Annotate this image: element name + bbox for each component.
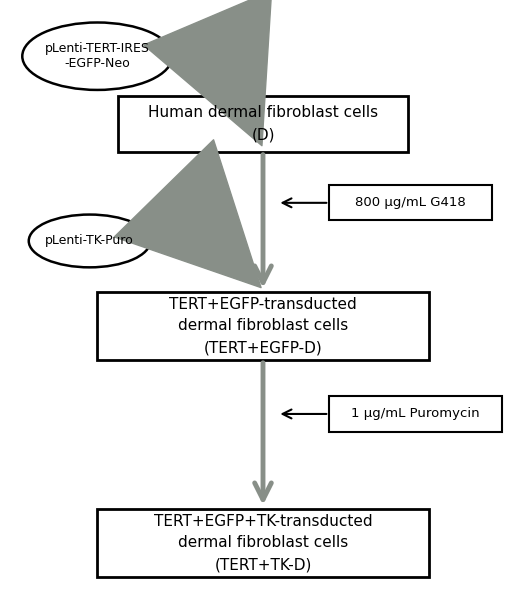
Text: Human dermal fibroblast cells: Human dermal fibroblast cells bbox=[148, 105, 378, 121]
FancyBboxPatch shape bbox=[97, 293, 429, 360]
Text: TERT+EGFP+TK-transducted: TERT+EGFP+TK-transducted bbox=[154, 514, 372, 529]
Text: (D): (D) bbox=[251, 127, 275, 142]
Text: pLenti-TK-Puro: pLenti-TK-Puro bbox=[45, 235, 134, 247]
Ellipse shape bbox=[22, 23, 173, 90]
FancyBboxPatch shape bbox=[97, 509, 429, 577]
FancyBboxPatch shape bbox=[329, 396, 502, 432]
Text: TERT+EGFP-transducted: TERT+EGFP-transducted bbox=[169, 297, 357, 312]
FancyBboxPatch shape bbox=[118, 96, 408, 152]
Text: (TERT+TK-D): (TERT+TK-D) bbox=[214, 557, 312, 572]
Text: dermal fibroblast cells: dermal fibroblast cells bbox=[178, 536, 348, 550]
Text: dermal fibroblast cells: dermal fibroblast cells bbox=[178, 318, 348, 334]
FancyBboxPatch shape bbox=[329, 185, 492, 220]
Text: (TERT+EGFP-D): (TERT+EGFP-D) bbox=[204, 340, 322, 355]
Text: 1 μg/mL Puromycin: 1 μg/mL Puromycin bbox=[351, 408, 480, 420]
Ellipse shape bbox=[29, 214, 150, 267]
Text: pLenti-TERT-IRES
-EGFP-Neo: pLenti-TERT-IRES -EGFP-Neo bbox=[45, 42, 150, 70]
Text: 800 μg/mL G418: 800 μg/mL G418 bbox=[355, 196, 466, 210]
